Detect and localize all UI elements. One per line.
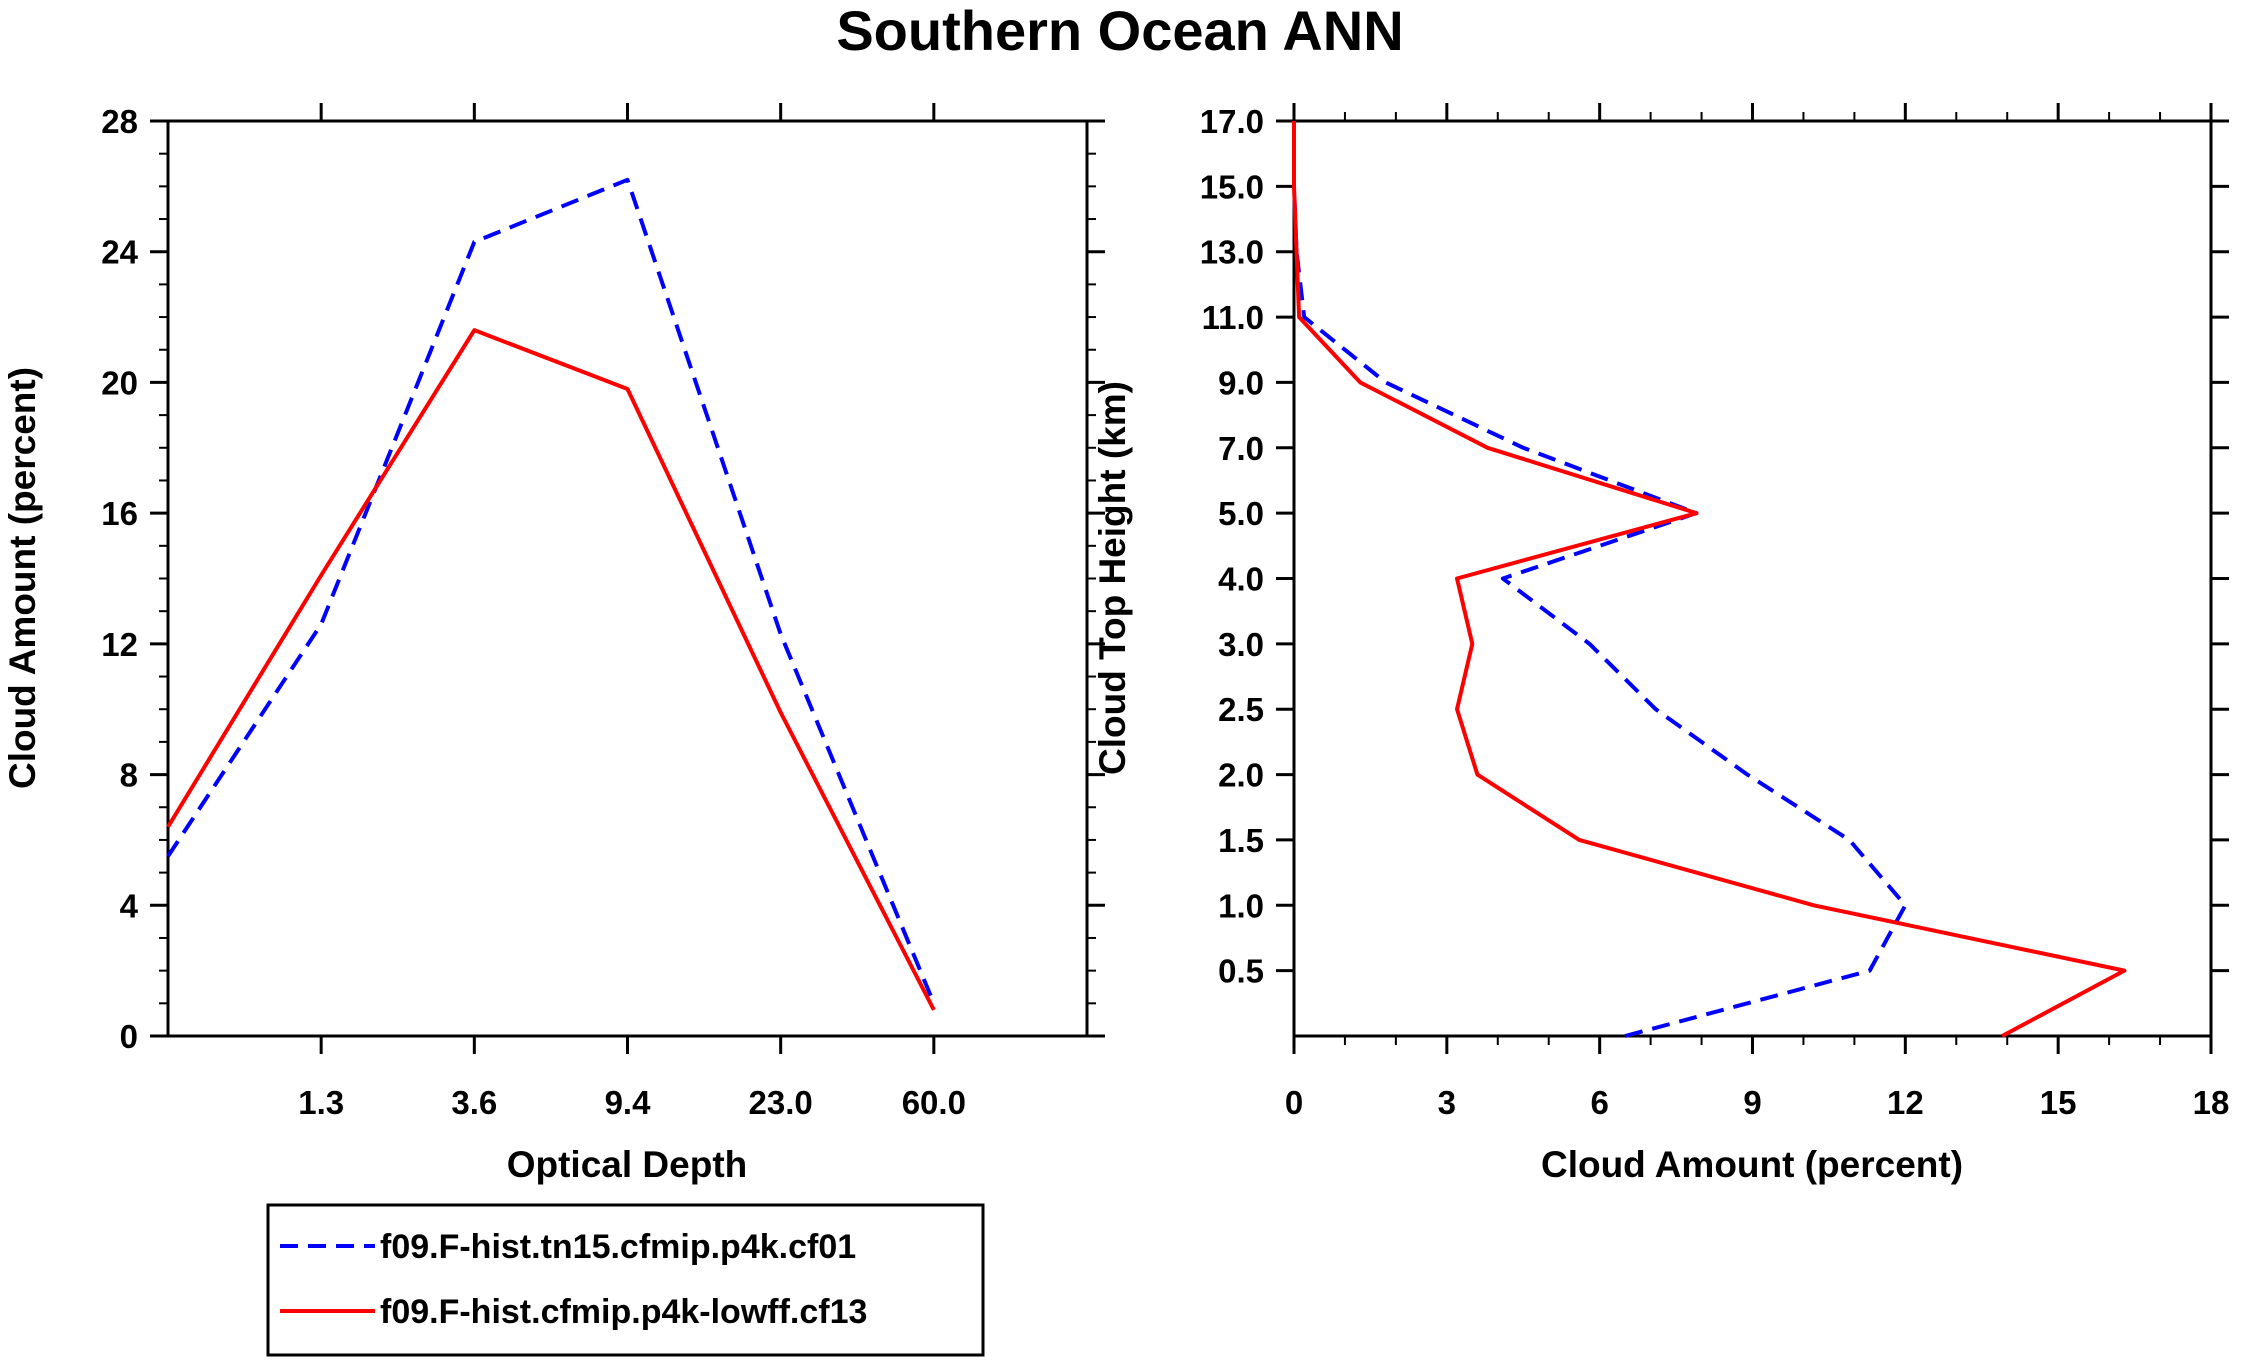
left-x-axis-label: Optical Depth bbox=[507, 1144, 748, 1185]
legend-label-series-2: f09.F-hist.cfmip.p4k-lowff.cf13 bbox=[380, 1293, 867, 1331]
left-y-tick-label: 16 bbox=[101, 495, 138, 532]
right-y-tick-label: 2.0 bbox=[1218, 757, 1264, 794]
right-y-tick-label: 4.0 bbox=[1218, 561, 1264, 598]
right-y-tick-label: 1.5 bbox=[1218, 822, 1264, 859]
left-x-tick-label: 9.4 bbox=[605, 1084, 652, 1121]
left-x-tick-label: 3.6 bbox=[451, 1084, 497, 1121]
right-y-tick-label: 17.0 bbox=[1200, 103, 1264, 140]
right-y-tick-label: 7.0 bbox=[1218, 430, 1264, 467]
right-x-tick-label: 12 bbox=[1887, 1084, 1924, 1121]
left-x-tick-label: 60.0 bbox=[902, 1084, 966, 1121]
left-series-lines bbox=[166, 177, 936, 1011]
right-y-axis-label: Cloud Top Height (km) bbox=[1092, 381, 1133, 775]
right-series-lines bbox=[1292, 121, 2127, 1038]
right-x-tick-label: 18 bbox=[2193, 1084, 2230, 1121]
right-x-tick-label: 15 bbox=[2040, 1084, 2077, 1121]
legend-box bbox=[266, 1203, 985, 1357]
left-series-line-2 bbox=[166, 328, 936, 1011]
left-y-tick-label: 20 bbox=[101, 364, 138, 401]
left-y-tick-label: 4 bbox=[120, 887, 139, 924]
figure-title: Southern Ocean ANN bbox=[836, 0, 1403, 62]
left-y-axis-label: Cloud Amount (percent) bbox=[2, 367, 43, 789]
left-y-tick-label: 12 bbox=[101, 626, 138, 663]
right-y-tick-label: 5.0 bbox=[1218, 495, 1264, 532]
right-series-line-1 bbox=[1292, 121, 1908, 1038]
optical-depth-panel: 0 4 8 12 16 20 24 28 1.3 3.6 9.4 23.0 60.0 Optical D… bbox=[2, 103, 1105, 1185]
left-series-line-1 bbox=[166, 177, 936, 1005]
right-ticks: 0 3 6 9 12 15 18 0.5 1.0 1.5 2.0 2.5 3.0 4.0 5.0 7.0 9.0… bbox=[1200, 103, 2230, 1121]
left-plot-frame bbox=[166, 119, 1089, 1038]
left-y-tick-label: 24 bbox=[101, 234, 138, 271]
right-plot-frame bbox=[1292, 119, 2213, 1038]
right-y-tick-label: 2.5 bbox=[1218, 691, 1264, 728]
right-x-tick-label: 9 bbox=[1743, 1084, 1761, 1121]
right-y-tick-label: 3.0 bbox=[1218, 626, 1264, 663]
right-x-axis-label: Cloud Amount (percent) bbox=[1541, 1144, 1963, 1185]
left-y-tick-label: 8 bbox=[120, 757, 138, 794]
left-y-tick-label: 0 bbox=[120, 1018, 138, 1055]
right-x-tick-label: 6 bbox=[1590, 1084, 1608, 1121]
left-y-tick-label: 28 bbox=[101, 103, 138, 140]
right-y-tick-label: 9.0 bbox=[1218, 364, 1264, 401]
cloud-top-height-panel: 0 3 6 9 12 15 18 0.5 1.0 1.5 2.0 2.5 3.0 4.0 5.0 7.0 9.0… bbox=[1092, 103, 2229, 1185]
left-x-tick-label: 23.0 bbox=[749, 1084, 813, 1121]
right-y-tick-label: 0.5 bbox=[1218, 953, 1264, 990]
left-ticks: 0 4 8 12 16 20 24 28 1.3 3.6 9.4 23.0 60.0 bbox=[101, 103, 1105, 1121]
right-y-tick-label: 11.0 bbox=[1202, 299, 1264, 336]
right-y-tick-label: 1.0 bbox=[1218, 887, 1264, 924]
right-y-tick-label: 13.0 bbox=[1200, 234, 1264, 271]
legend: f09.F-hist.tn15.cfmip.p4k.cf01 f09.F-his… bbox=[266, 1203, 985, 1357]
right-x-tick-label: 3 bbox=[1438, 1084, 1456, 1121]
right-y-tick-label: 15.0 bbox=[1200, 168, 1264, 205]
left-x-tick-label: 1.3 bbox=[298, 1084, 344, 1121]
right-series-line-2 bbox=[1292, 121, 2127, 1038]
legend-label-series-1: f09.F-hist.tn15.cfmip.p4k.cf01 bbox=[380, 1228, 856, 1266]
right-x-tick-label: 0 bbox=[1285, 1084, 1303, 1121]
